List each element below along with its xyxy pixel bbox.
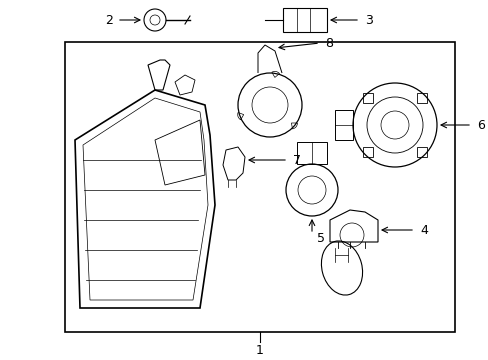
Bar [296,142,326,164]
Bar [334,110,352,140]
Bar [416,147,426,157]
Text: 6: 6 [476,118,484,131]
Text: 4: 4 [419,224,427,237]
Text: 5: 5 [316,231,325,244]
Bar [65,42,454,332]
Text: 2: 2 [105,14,113,27]
Text: 8: 8 [325,36,332,50]
Text: 7: 7 [292,153,301,166]
Text: 1: 1 [256,343,264,356]
Bar [363,147,372,157]
Bar [363,93,372,103]
Bar [416,93,426,103]
Text: 3: 3 [364,14,372,27]
